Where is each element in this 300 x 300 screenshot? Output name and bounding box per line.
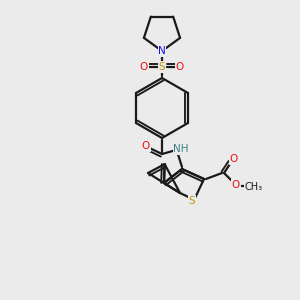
- Text: O: O: [176, 62, 184, 72]
- Text: S: S: [189, 196, 195, 206]
- Text: O: O: [232, 180, 240, 190]
- Text: O: O: [140, 62, 148, 72]
- Text: NH: NH: [173, 144, 189, 154]
- Text: S: S: [159, 62, 165, 72]
- Text: O: O: [230, 154, 238, 164]
- Text: N: N: [158, 46, 166, 56]
- Text: O: O: [142, 141, 150, 151]
- Text: CH₃: CH₃: [245, 182, 263, 192]
